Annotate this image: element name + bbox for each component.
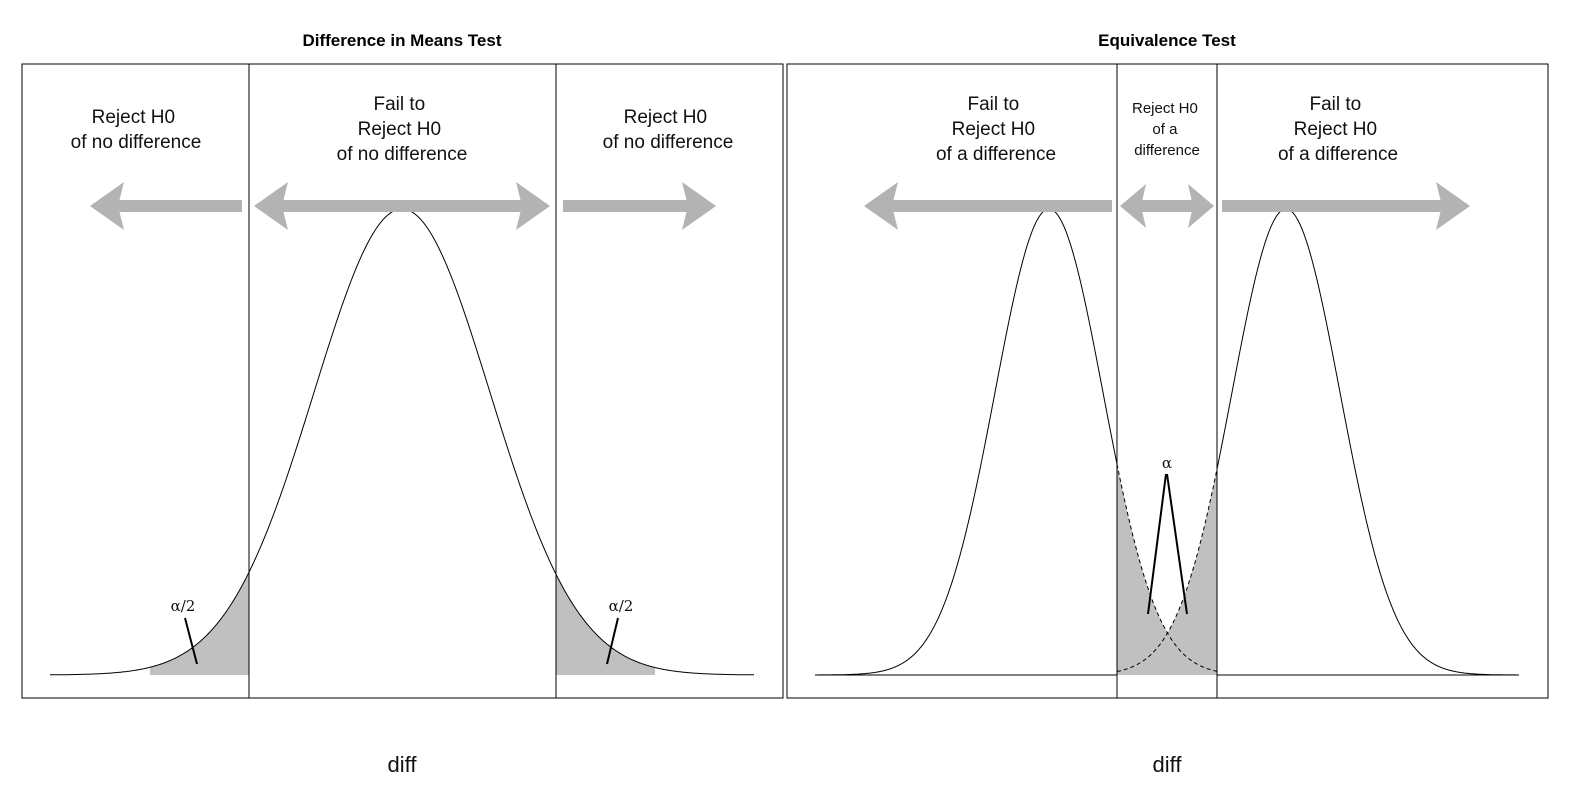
lower-bound-distribution-tail (1116, 464, 1218, 672)
arrow-right-icon (563, 182, 716, 230)
plot-frame-left (21, 63, 784, 699)
alpha-pointer-right (606, 617, 619, 665)
null-distribution-curve (50, 208, 754, 676)
alpha-half-label-left: α/2 (171, 597, 196, 615)
double-arrow-icon (254, 182, 550, 230)
tail-shade-right (556, 574, 655, 675)
region-label-fail-lower: Fail to Reject H0 of a difference (936, 94, 1056, 165)
region-label-reject-right: Reject H0 of no difference (603, 107, 734, 153)
region-label-fail-upper: Fail to Reject H0 of a difference (1278, 94, 1398, 165)
alpha-pointer-upper (1166, 473, 1188, 615)
region-label-reject-left: Reject H0 of no difference (71, 107, 202, 153)
region-label-fail-to-reject: Fail to Reject H0 of no difference (337, 94, 468, 165)
alpha-half-label-right: α/2 (609, 597, 634, 615)
alpha-shade-lower-bound (1117, 464, 1217, 675)
region-label-reject-equivalence: Reject H0 of a difference (1132, 100, 1202, 159)
plot-frame-right (786, 63, 1549, 699)
equivalence-panel: Equivalence Test Fail to Reject H0 of a … (786, 31, 1549, 777)
double-arrow-small-icon (1120, 184, 1214, 228)
upper-bound-distribution-curve (1216, 208, 1519, 676)
arrow-right-icon (1222, 182, 1470, 230)
upper-bound-distribution-tail (1116, 468, 1218, 672)
arrow-left-icon (90, 182, 242, 230)
alpha-pointer-lower (1147, 473, 1167, 615)
panel-title-equivalence: Equivalence Test (1098, 31, 1236, 50)
panel-title-difference-in-means: Difference in Means Test (302, 31, 501, 50)
arrow-left-icon (864, 182, 1112, 230)
x-axis-label-right: diff (1153, 752, 1183, 777)
difference-in-means-panel: Difference in Means Test Reject H0 of no… (21, 31, 784, 777)
alpha-shade-upper-bound (1117, 469, 1217, 675)
alpha-label: α (1162, 454, 1172, 472)
lower-bound-distribution-curve (815, 208, 1118, 676)
x-axis-label-left: diff (388, 752, 418, 777)
tail-shade-left (150, 572, 249, 675)
alpha-pointer-left (184, 617, 198, 665)
